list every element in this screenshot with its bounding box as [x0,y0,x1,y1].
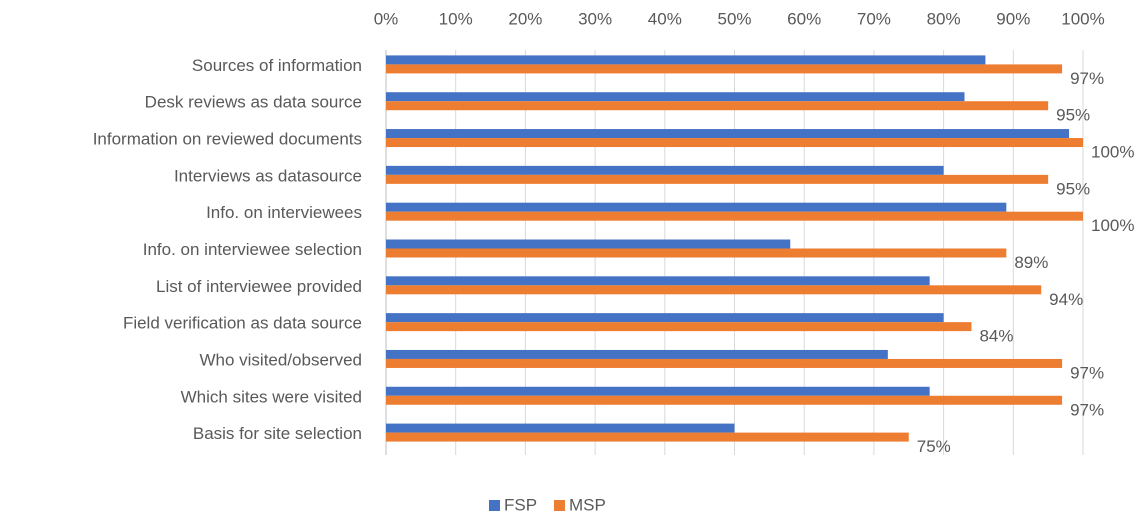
x-tick-label: 20% [508,9,542,28]
y-tick-label: Info. on interviewees [206,203,362,222]
data-label: 94% [1049,290,1083,309]
y-tick-label: Info. on interviewee selection [143,240,362,259]
bar [386,129,1070,139]
bar [386,349,888,359]
x-tick-label: 60% [787,9,821,28]
bar [386,211,1083,221]
x-tick-label: 90% [996,9,1030,28]
legend-swatch [489,500,500,511]
x-tick-label: 50% [717,9,751,28]
bar [386,423,735,433]
bar [386,432,909,442]
y-tick-label: Sources of information [192,56,362,75]
bar [386,358,1063,368]
bar [386,165,944,175]
bar [386,248,1007,258]
data-label: 97% [1070,363,1104,382]
bar [386,202,1007,212]
y-tick-label: Which sites were visited [181,387,362,406]
legend-swatch [554,500,565,511]
bar [386,395,1063,405]
x-tick-label: 0% [374,9,399,28]
legend-label: FSP [504,495,537,514]
data-label: 75% [917,437,951,456]
y-tick-label: Basis for site selection [193,424,362,443]
data-label: 97% [1070,69,1104,88]
y-tick-label: Who visited/observed [199,350,362,369]
bar [386,64,1063,74]
x-tick-label: 40% [648,9,682,28]
bar [386,174,1049,184]
bar [386,276,930,286]
data-label: 95% [1056,179,1090,198]
y-tick-label: Desk reviews as data source [145,93,362,112]
bar [386,313,944,323]
y-tick-label: Field verification as data source [123,314,362,333]
x-tick-label: 80% [927,9,961,28]
x-tick-label: 30% [578,9,612,28]
bar [386,101,1049,111]
data-label: 100% [1091,216,1134,235]
bar [386,386,930,396]
data-label: 89% [1014,253,1048,272]
data-label: 84% [979,327,1013,346]
data-label: 95% [1056,106,1090,125]
legend-label: MSP [569,495,606,514]
bar [386,92,965,102]
y-tick-label: List of interviewee provided [156,277,362,296]
x-tick-label: 70% [857,9,891,28]
x-tick-label: 100% [1061,9,1104,28]
y-tick-label: Information on reviewed documents [93,130,362,149]
x-tick-label: 10% [439,9,473,28]
bar [386,322,972,332]
bar [386,285,1042,295]
bar [386,55,986,65]
data-label: 97% [1070,400,1104,419]
y-tick-label: Interviews as datasource [174,166,362,185]
bar [386,138,1083,148]
data-label: 100% [1091,143,1134,162]
bar [386,239,791,249]
